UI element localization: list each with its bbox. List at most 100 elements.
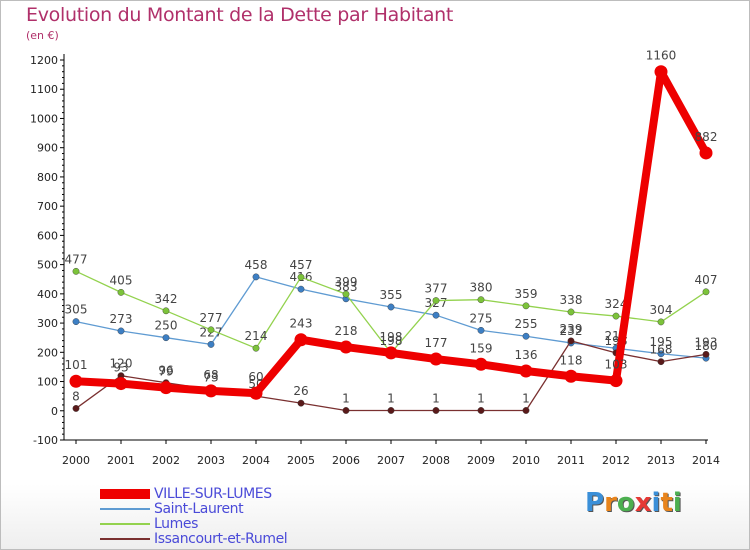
chart-title: Evolution du Montant de la Dette par Hab… [26,4,454,26]
data-label-ville-sur-lumes: 103 [605,358,628,372]
x-tick-label: 2012 [602,454,630,467]
data-point-saint-laurent [117,327,125,335]
y-tick-label: -100 [33,434,58,447]
data-label-ville-sur-lumes: 243 [290,317,313,331]
data-point-ville-sur-lumes [564,369,578,383]
data-label-lumes: 457 [290,258,313,272]
data-point-saint-laurent [72,318,80,326]
data-label-issancourt-et-rumel: 239 [560,322,583,336]
data-point-issancourt-et-rumel [702,350,710,358]
x-tick-label: 2000 [62,454,90,467]
data-point-ville-sur-lumes [384,346,398,360]
x-tick-label: 2006 [332,454,360,467]
y-tick-label: 100 [37,376,58,389]
data-label-lumes: 304 [650,303,673,317]
data-point-lumes [162,307,170,315]
data-label-lumes: 405 [110,273,133,287]
data-label-issancourt-et-rumel: 120 [110,357,133,371]
data-point-lumes [252,344,260,352]
data-point-lumes [567,308,575,316]
data-label-lumes: 198 [380,334,403,348]
data-label-ville-sur-lumes: 177 [425,336,448,350]
y-tick-label: 300 [37,317,58,330]
data-point-issancourt-et-rumel [297,399,305,407]
x-tick-label: 2007 [377,454,405,467]
data-point-saint-laurent [387,303,395,311]
data-point-ville-sur-lumes [339,340,353,354]
data-label-saint-laurent: 180 [695,339,718,353]
logo-letter: P [585,488,605,518]
data-label-ville-sur-lumes: 79 [158,365,173,379]
x-tick-label: 2008 [422,454,450,467]
data-label-saint-laurent: 250 [155,319,178,333]
data-point-saint-laurent [522,332,530,340]
data-point-lumes [522,302,530,310]
data-label-ville-sur-lumes: 198 [380,330,403,344]
x-tick-label: 2004 [242,454,270,467]
data-label-ville-sur-lumes: 101 [65,358,88,372]
legend-swatch [100,522,150,525]
data-label-issancourt-et-rumel: 1 [432,391,440,405]
data-point-ville-sur-lumes [519,364,533,378]
data-label-lumes: 407 [695,273,718,287]
data-label-saint-laurent: 305 [65,303,88,317]
y-tick-label: 900 [37,142,58,155]
data-label-issancourt-et-rumel: 1 [522,391,530,405]
data-label-ville-sur-lumes: 60 [248,370,263,384]
data-label-lumes: 477 [65,252,88,266]
legend-item-ville-sur-lumes: VILLE-SUR-LUMES [100,486,287,502]
data-point-saint-laurent [297,285,305,293]
data-point-lumes [657,318,665,326]
data-label-saint-laurent: 273 [110,312,133,326]
y-tick-label: 500 [37,259,58,272]
data-label-issancourt-et-rumel: 73 [203,370,218,384]
x-tick-label: 2001 [107,454,135,467]
data-label-saint-laurent: 458 [245,258,268,272]
data-point-ville-sur-lumes [429,352,443,366]
data-label-ville-sur-lumes: 159 [470,341,493,355]
proxiti-logo: Proxiti [585,488,682,518]
data-label-issancourt-et-rumel: 26 [293,384,308,398]
data-label-issancourt-et-rumel: 168 [650,343,673,357]
legend-label: Saint-Laurent [154,500,244,517]
legend-item-lumes: Lumes [100,516,287,532]
y-tick-label: 1100 [30,83,58,96]
legend-label: Issancourt-et-Rumel [154,530,288,547]
line-chart: -100 0 100 200 300 400 500 600 700 800 900 1000 1100… [30,49,720,467]
y-tick-label: 200 [37,346,58,359]
legend-swatch [100,507,150,510]
chart-legend: VILLE-SUR-LUMES Saint-Laurent Lumes Issanco… [100,486,288,547]
data-point-saint-laurent [162,334,170,342]
data-point-issancourt-et-rumel [432,407,440,414]
data-point-saint-laurent [252,273,260,281]
data-point-lumes [702,288,710,296]
legend-item-issancourt-et-rumel: Issancourt-et-Rumel [100,530,288,547]
data-label-issancourt-et-rumel: 193 [695,335,718,349]
data-point-issancourt-et-rumel [72,405,80,412]
y-tick-label: 1200 [30,54,58,67]
data-label-ville-sur-lumes: 882 [695,130,718,144]
data-label-lumes: 342 [155,292,178,306]
data-point-saint-laurent [657,350,665,358]
data-point-issancourt-et-rumel [567,337,575,345]
logo-letter: i [651,488,661,518]
data-label-lumes: 399 [335,275,358,289]
data-label-issancourt-et-rumel: 1 [387,391,395,405]
y-tick-label: 0 [51,405,58,418]
x-tick-label: 2011 [557,454,585,467]
data-label-saint-laurent: 255 [515,317,538,331]
data-label-ville-sur-lumes: 218 [335,324,358,338]
legend-swatch [100,488,150,499]
y-tick-label: 600 [37,229,58,242]
x-tick-label: 2010 [512,454,540,467]
data-point-lumes [297,273,305,281]
x-tick-label: 2013 [647,454,675,467]
logo-letter: r [604,488,617,518]
data-point-lumes [342,290,350,298]
y-tick-label: 700 [37,200,58,213]
x-tick-label: 2005 [287,454,315,467]
data-label-lumes: 359 [515,287,538,301]
data-point-issancourt-et-rumel [387,407,395,414]
logo-letter: o [616,488,635,518]
data-point-issancourt-et-rumel [477,407,485,414]
